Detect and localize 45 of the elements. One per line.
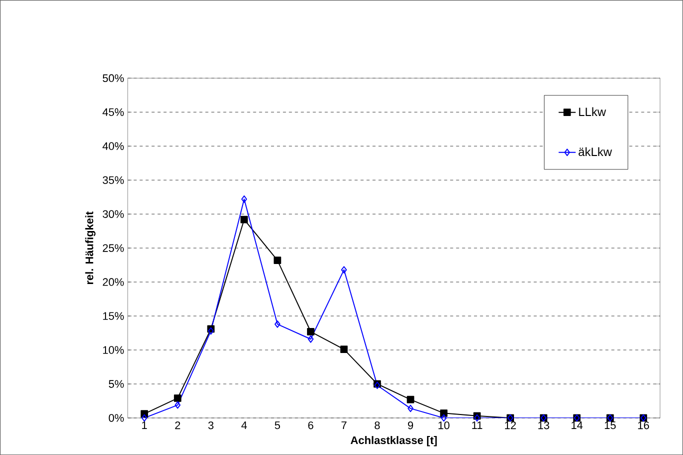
- y-tick-label: 25%: [102, 244, 124, 252]
- y-tick-label: 5%: [108, 380, 124, 388]
- x-tick-label: 6: [308, 421, 314, 430]
- point: [274, 256, 282, 264]
- x-tick-label: 15: [604, 421, 616, 430]
- point: [308, 335, 314, 343]
- x-tick-label: 5: [274, 421, 280, 430]
- x-tick-label: 14: [572, 421, 583, 429]
- y-tick-label: 15%: [103, 312, 124, 320]
- point: [274, 320, 280, 328]
- point: [340, 346, 348, 353]
- point: [240, 216, 248, 224]
- x-axis-title: Achlastklasse [t]: [350, 436, 437, 446]
- x-tick-label: 4: [241, 421, 247, 429]
- legend-label: äkLkw: [578, 147, 612, 156]
- point: [440, 414, 447, 422]
- x-tick-label: 2: [175, 421, 180, 430]
- point: [408, 404, 414, 412]
- x-tick-label: 8: [374, 421, 380, 430]
- point: [174, 401, 181, 409]
- y-tick-label: 35%: [102, 176, 124, 184]
- point: [406, 396, 414, 404]
- x-tick-label: 3: [208, 421, 214, 430]
- y-tick-label: 40%: [102, 142, 124, 150]
- x-tick-label: 7: [341, 421, 346, 429]
- point: [341, 266, 347, 274]
- point: [307, 328, 314, 336]
- point: [141, 414, 148, 422]
- x-tick-label: 1: [142, 421, 147, 429]
- y-tick-label: 10%: [103, 346, 124, 354]
- y-tick-label: 0%: [108, 414, 124, 422]
- y-tick-label: 20%: [102, 278, 124, 286]
- legend-label: LLkw: [579, 107, 606, 116]
- y-tick-label: 45%: [102, 108, 124, 116]
- x-tick-label: 16: [638, 421, 650, 430]
- point: [174, 394, 182, 402]
- x-tick-label: 12: [505, 421, 516, 430]
- y-tick-label: 30%: [102, 210, 124, 218]
- x-tick-label: 13: [538, 421, 550, 430]
- point: [241, 195, 248, 203]
- y-tick-label: 50%: [102, 74, 124, 82]
- x-tick-label: 10: [438, 421, 450, 430]
- x-tick-label: 9: [408, 421, 414, 430]
- y-axis-title: rel. Häufigkeit: [85, 211, 96, 284]
- x-tick-label: 11: [472, 421, 482, 429]
